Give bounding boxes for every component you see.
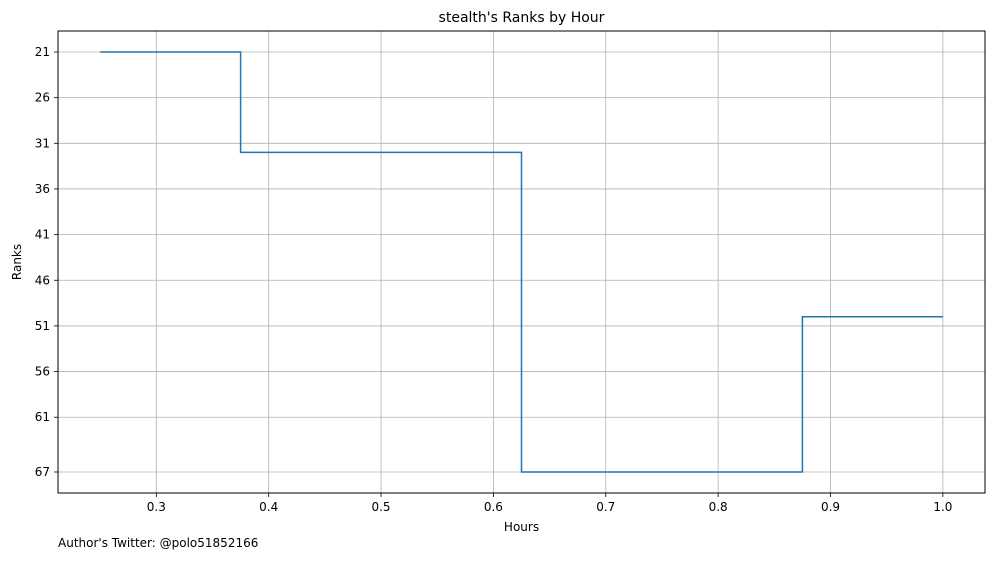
chart-title: stealth's Ranks by Hour xyxy=(439,10,605,26)
y-tick-label: 21 xyxy=(35,45,50,59)
y-tick-label: 61 xyxy=(35,410,50,424)
x-tick-label: 0.6 xyxy=(484,500,503,514)
x-tick-label: 0.5 xyxy=(371,500,390,514)
x-tick-label: 0.4 xyxy=(259,500,278,514)
x-tick-label: 0.9 xyxy=(821,500,840,514)
y-tick-label: 46 xyxy=(35,273,50,287)
series-layer xyxy=(100,51,943,473)
tick-layer: 0.3 0.4 0.5 0.6 0.7 0.8 0.9 1.0 21 26 31 36 41 46 51 56… xyxy=(35,45,953,514)
y-axis-label: Ranks xyxy=(10,244,24,280)
x-tick-label: 0.7 xyxy=(596,500,615,514)
y-tick-label: 26 xyxy=(35,91,50,105)
y-tick-label: 36 xyxy=(35,182,50,196)
x-tick-label: 1.0 xyxy=(933,500,952,514)
author-footnote: Author's Twitter: @polo51852166 xyxy=(58,536,259,550)
plot-frame xyxy=(57,30,986,494)
x-tick-label: 0.3 xyxy=(147,500,166,514)
y-tick-label: 31 xyxy=(35,136,50,150)
y-tick-label: 41 xyxy=(35,228,50,242)
rank-series-line xyxy=(100,51,943,473)
y-tick-label: 51 xyxy=(35,319,50,333)
y-tick-label: 56 xyxy=(35,365,50,379)
x-tick-label: 0.8 xyxy=(709,500,728,514)
x-axis-label: Hours xyxy=(504,520,539,534)
y-tick-label: 67 xyxy=(35,465,50,479)
